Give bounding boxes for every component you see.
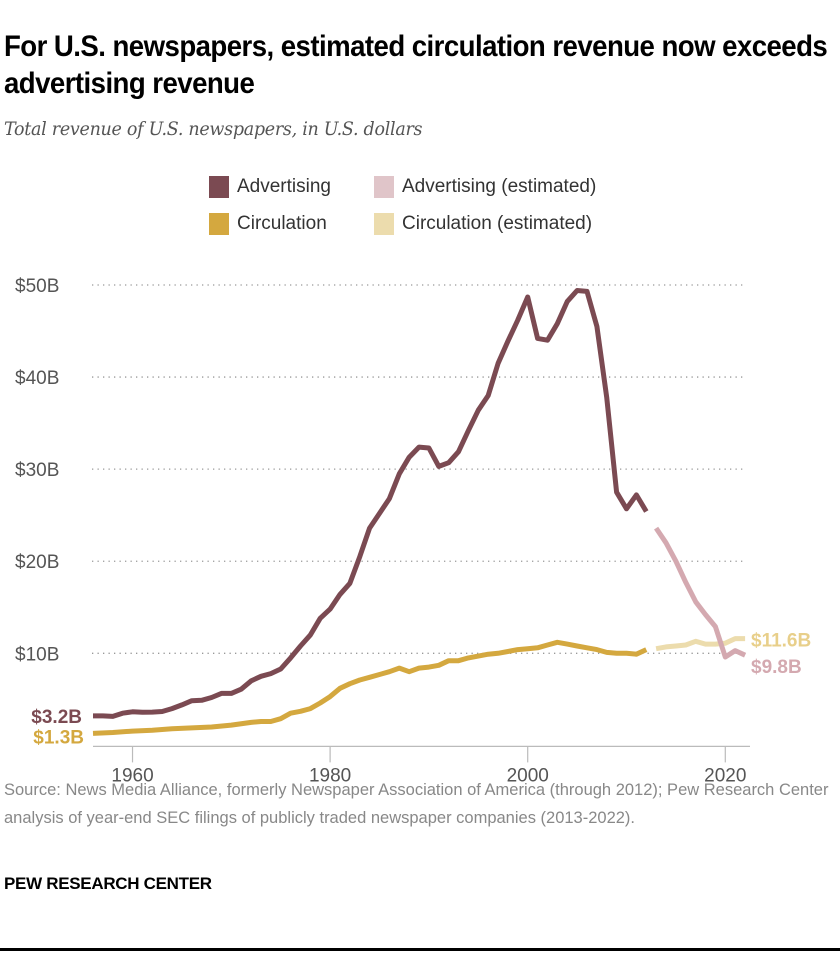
legend-item-circulation: Circulation [209, 213, 327, 235]
legend-item-advertising-estimated: Advertising (estimated) [374, 176, 596, 198]
source-note: Source: News Media Alliance, formerly Ne… [4, 781, 829, 827]
brand-logo-text: PEW RESEARCH CENTER [4, 874, 212, 893]
legend-label: Advertising [237, 176, 331, 197]
series-line-circulation [92, 639, 648, 736]
y-tick-label: $20B [15, 552, 59, 573]
x-tick-label: 2020 [704, 765, 746, 786]
legend-label: Advertising (estimated) [402, 176, 597, 197]
y-tick-label: $50B [15, 276, 59, 297]
legend-label: Circulation (estimated) [402, 213, 593, 234]
y-tick-label: $10B [15, 644, 59, 665]
legend-swatch [209, 176, 229, 198]
x-tick-label: 1980 [309, 765, 351, 786]
circulation-start-label: $1.3B [33, 727, 84, 748]
legend-item-advertising: Advertising [209, 176, 331, 198]
advertising-start-label: $3.2B [31, 707, 82, 728]
advertising-estimated-end-label: $9.8B [751, 657, 802, 678]
x-tick-label: 2000 [507, 765, 549, 786]
legend-label: Circulation [237, 213, 327, 234]
y-tick-label: $40B [15, 368, 59, 389]
legend-swatch [374, 213, 394, 235]
series-line-advertising-estimated [654, 526, 747, 660]
bottom-rule [0, 948, 840, 951]
series-line-circulation-estimated [655, 636, 746, 652]
series-line-advertising [93, 288, 649, 719]
chart-title: For U.S. newspapers, estimated circulati… [4, 30, 828, 100]
x-tick-label: 1960 [111, 765, 153, 786]
legend-swatch [374, 176, 394, 198]
y-tick-label: $30B [15, 460, 59, 481]
legend-swatch [209, 213, 229, 235]
chart-subtitle: Total revenue of U.S. newspapers, in U.S… [4, 118, 423, 140]
circulation-estimated-end-label: $11.6B [751, 631, 811, 652]
legend-item-circulation-estimated: Circulation (estimated) [374, 213, 592, 235]
